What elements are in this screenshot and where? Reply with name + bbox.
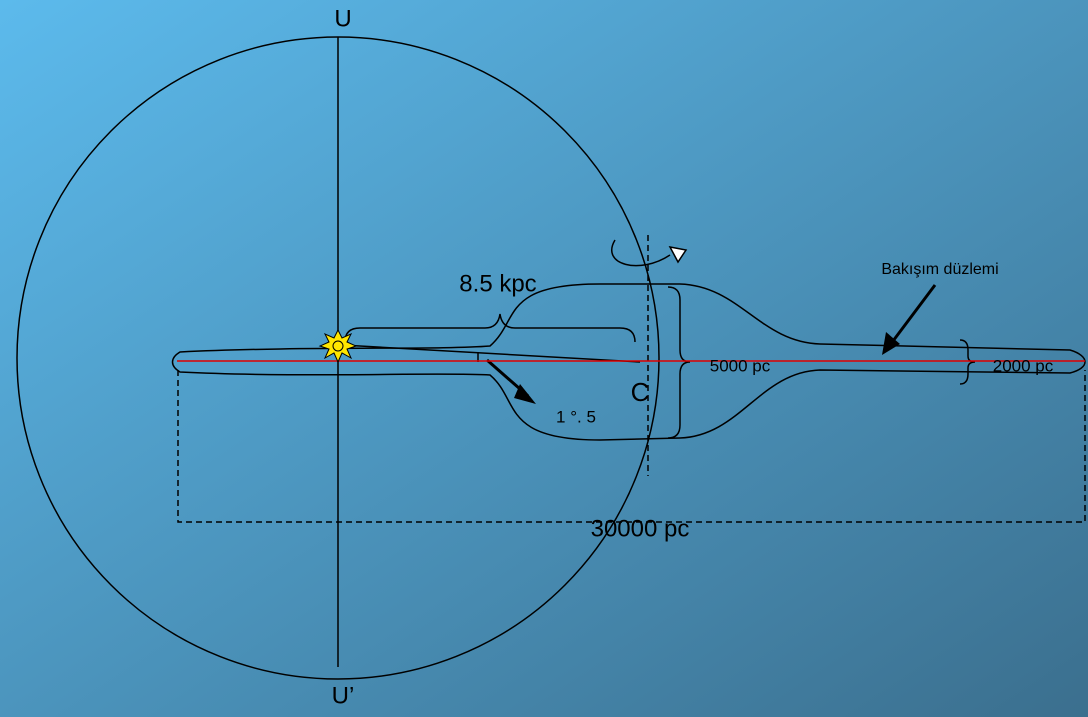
label-u-prime: U’ bbox=[332, 682, 355, 709]
label-diameter: 30000 pc bbox=[591, 515, 690, 542]
plane-arrow bbox=[888, 284, 937, 346]
label-angle: 1 °. 5 bbox=[556, 407, 596, 426]
rotation-arrow bbox=[611, 239, 671, 267]
label-plane: Bakışım düzlemi bbox=[881, 261, 998, 278]
label-center: C bbox=[631, 377, 650, 407]
plane-arrow-head bbox=[882, 332, 900, 355]
brace-8-5 bbox=[344, 313, 636, 343]
rotation-head bbox=[668, 245, 688, 264]
brace-5000 bbox=[667, 286, 691, 439]
label-disk: 2000 pc bbox=[993, 356, 1054, 375]
brace-2000 bbox=[959, 339, 976, 385]
label-u: U bbox=[334, 5, 351, 32]
galaxy-outline bbox=[171, 283, 1086, 441]
label-distance: 8.5 kpc bbox=[459, 270, 536, 297]
diameter-dashed bbox=[177, 370, 1086, 523]
angle-arrow-head bbox=[514, 384, 536, 404]
sun-disc bbox=[332, 340, 344, 352]
label-bulge: 5000 pc bbox=[710, 356, 771, 375]
sun bbox=[318, 328, 358, 364]
sight-line bbox=[341, 344, 641, 363]
